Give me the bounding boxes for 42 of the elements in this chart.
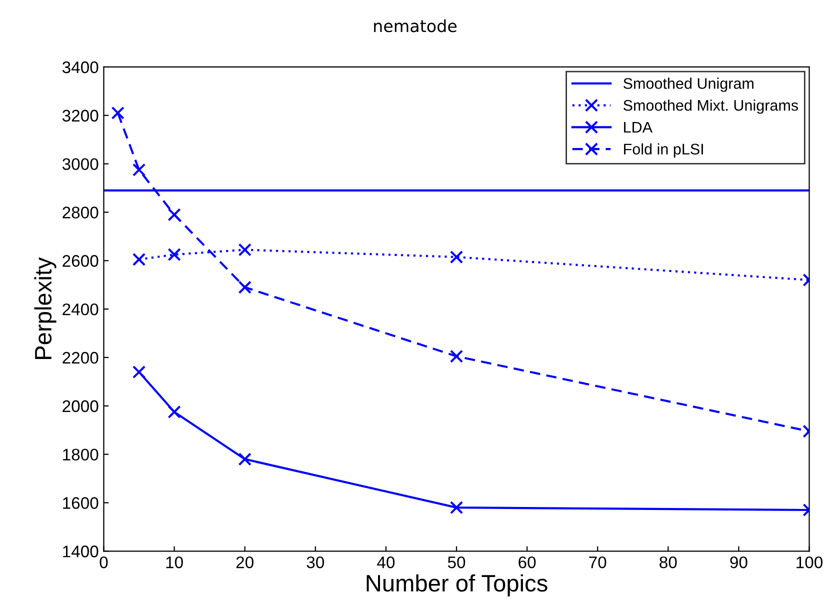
x-tick-label: 0 — [100, 556, 108, 568]
x-tick-label: 20 — [236, 556, 254, 568]
y-tick-label: 2600 — [62, 255, 98, 267]
point — [238, 243, 252, 256]
point — [168, 248, 181, 262]
y-tick-label: 2400 — [62, 303, 98, 316]
y-tick-label: 1600 — [63, 497, 98, 509]
x-tick-label: 80 — [660, 556, 677, 568]
legend-label: Smoothed Unigram — [624, 78, 754, 92]
point — [132, 252, 146, 266]
point — [132, 365, 146, 379]
y-tick-label: 3000 — [62, 158, 98, 170]
x-tick-label: 70 — [589, 556, 606, 568]
y-tick-label: 3400 — [62, 61, 98, 74]
y-tick-label: 2200 — [62, 352, 98, 364]
point — [450, 500, 464, 514]
point — [450, 250, 464, 264]
x-tick-label: 50 — [448, 556, 466, 568]
x-axis-title: Number of Topics — [366, 574, 548, 596]
point — [111, 106, 124, 120]
legend-label: LDA — [624, 122, 652, 133]
point — [168, 405, 181, 419]
x-tick-label: 60 — [518, 556, 536, 568]
point — [450, 350, 464, 363]
x-tick-label: 100 — [796, 556, 823, 568]
y-tick-label: 1400 — [63, 546, 98, 558]
point — [238, 452, 252, 466]
x-tick-label: 30 — [306, 556, 324, 568]
point — [238, 280, 252, 294]
y-tick-label: 1800 — [63, 448, 98, 461]
y-tick-label: 2800 — [62, 206, 98, 218]
legend-label: Smoothed Mixt. Unigrams — [624, 100, 798, 114]
y-tick-label: 3200 — [62, 110, 98, 122]
point — [132, 163, 146, 176]
y-tick-label: 2000 — [62, 400, 98, 412]
legend-label: Fold in pLSI — [624, 143, 703, 158]
chart-title: nematode — [374, 19, 457, 32]
x-tick-label: 40 — [377, 556, 395, 568]
point — [168, 208, 181, 222]
x-tick-label: 10 — [166, 556, 183, 568]
x-tick-label: 90 — [730, 556, 748, 568]
y-axis-title: Perplexity — [34, 257, 56, 359]
